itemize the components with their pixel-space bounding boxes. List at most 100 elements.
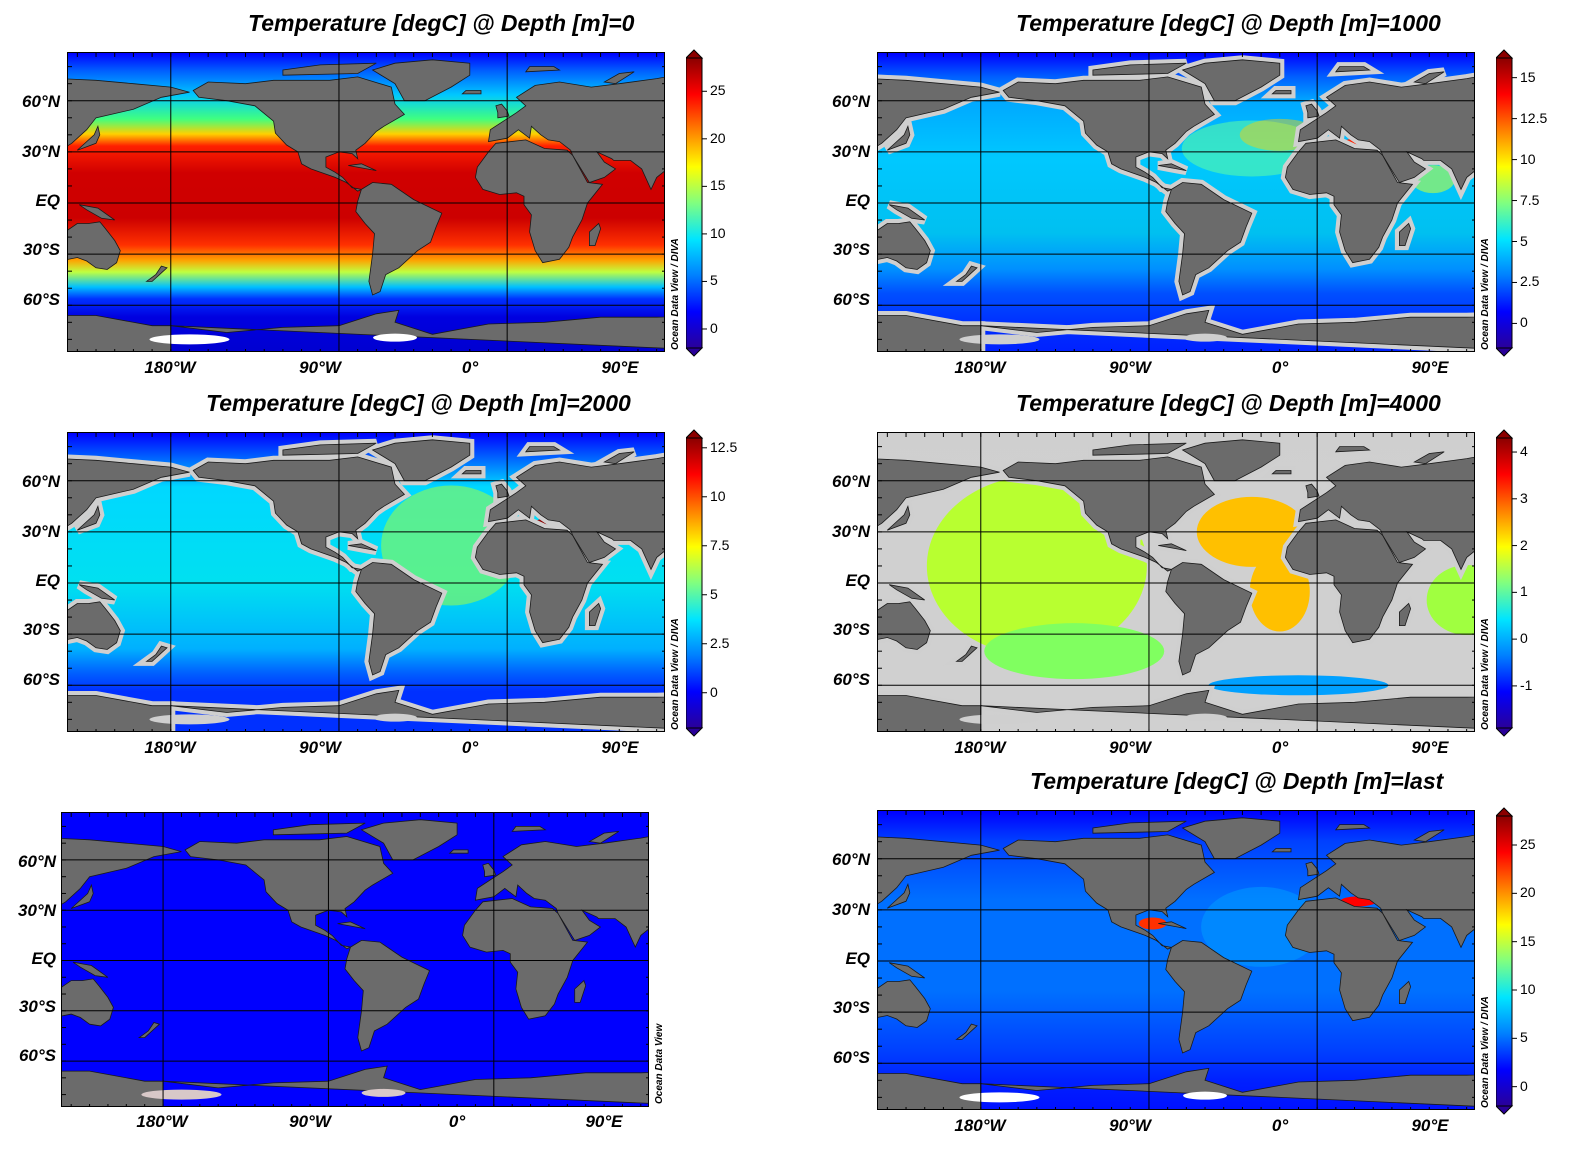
credit-text: Ocean Data View / DIVA [1480, 618, 1491, 730]
lat-label-60n: 60°N [832, 472, 870, 491]
map-area [67, 52, 665, 352]
lat-label-30s: 30°S [832, 240, 870, 259]
lat-label-30s: 30°S [18, 997, 56, 1016]
colorbar-tick-label: 5 [1520, 1029, 1528, 1046]
panel-title: Temperature [degC] @ Depth [m]=2000 [206, 390, 631, 416]
lat-label-30n: 30°N [832, 522, 870, 541]
credit-text: Ocean Data View [654, 1023, 665, 1104]
colorbar-tick-label: 5 [710, 585, 718, 602]
colorbar-tick-label: 15 [710, 177, 726, 194]
credit-text: Ocean Data View / DIVA [1480, 238, 1491, 350]
map-area [877, 432, 1475, 732]
lat-label-eq: EQ [845, 571, 870, 590]
lat-label-60s: 60°S [832, 1048, 870, 1067]
panel-title: Temperature [degC] @ Depth [m]=1000 [1016, 10, 1441, 36]
lat-label-60n: 60°N [832, 850, 870, 869]
lat-label-60n: 60°N [832, 92, 870, 111]
colorbar-tick-label: 20 [710, 129, 726, 146]
colorbar-tick-label: 10 [1520, 981, 1536, 997]
lat-label-30s: 30°S [832, 998, 870, 1017]
lon-label-90e: 90°E [585, 1112, 623, 1131]
lat-label-eq: EQ [845, 949, 870, 968]
colorbar-tick-label: 20 [1520, 884, 1536, 901]
colorbar-tick-label: 4 [1520, 443, 1528, 460]
colorbar-tick-label: 0 [1520, 630, 1528, 647]
lon-label-90w: 90°W [1109, 1116, 1151, 1135]
lat-label-eq: EQ [35, 191, 60, 210]
lon-label-0: 0° [461, 358, 479, 377]
lon-label-90e: 90°E [601, 358, 639, 377]
map-area [877, 52, 1475, 352]
colorbar-tick-label: 2 [1520, 536, 1528, 553]
map-area [67, 432, 665, 732]
lon-label-90e: 90°E [1411, 1116, 1449, 1135]
lon-label-180w: 180°W [144, 738, 196, 757]
lon-label-90w: 90°W [1109, 738, 1151, 757]
lon-label-90w: 90°W [299, 358, 341, 377]
colorbar-tick-label: 1 [1520, 583, 1528, 600]
lon-label-180w: 180°W [954, 738, 1006, 757]
lon-label-90e: 90°E [601, 738, 639, 757]
credit-text: Ocean Data View / DIVA [670, 238, 681, 350]
lat-label-30n: 30°N [22, 522, 60, 541]
lon-label-0: 0° [1271, 358, 1289, 377]
colorbar-tick-label: 0 [1520, 1077, 1528, 1094]
credit-text: Ocean Data View / DIVA [670, 618, 681, 730]
lat-label-60n: 60°N [18, 852, 56, 871]
colorbar-tick-label: 7.5 [1520, 191, 1540, 208]
colorbar-tick-label: 10 [710, 487, 726, 504]
lon-label-90w: 90°W [289, 1112, 331, 1131]
panel-title: Temperature [degC] @ Depth [m]=last [1030, 768, 1444, 794]
lon-label-0: 0° [1271, 738, 1289, 757]
credit-text: Ocean Data View / DIVA [1480, 996, 1491, 1108]
lat-label-60s: 60°S [832, 290, 870, 309]
colorbar-tick-label: 2.5 [1520, 273, 1540, 290]
lon-label-0: 0° [461, 738, 479, 757]
lon-label-90e: 90°E [1411, 358, 1449, 377]
map-area [877, 810, 1475, 1110]
lon-label-0: 0° [448, 1112, 466, 1131]
colorbar-tick-label: 15 [1520, 932, 1536, 949]
lat-label-60n: 60°N [22, 472, 60, 491]
lat-label-eq: EQ [31, 949, 56, 968]
colorbar-tick-label: 0 [710, 319, 718, 336]
lat-label-30s: 30°S [22, 240, 60, 259]
lat-label-60s: 60°S [832, 670, 870, 689]
colorbar-tick-label: -1 [1520, 676, 1533, 693]
lat-label-30n: 30°N [832, 900, 870, 919]
colorbar-tick-label: 7.5 [710, 536, 730, 553]
colorbar-tick-label: 5 [1520, 232, 1528, 249]
colorbar: 25 20 15 10 5 0 [1496, 806, 1556, 1116]
lat-label-30n: 30°N [832, 142, 870, 161]
lat-label-30n: 30°N [18, 901, 56, 920]
colorbar-tick-label: 0 [710, 683, 718, 700]
lon-label-180w: 180°W [954, 358, 1006, 377]
lon-label-0: 0° [1271, 1116, 1289, 1135]
lat-label-60s: 60°S [22, 670, 60, 689]
colorbar-tick-label: 25 [710, 82, 726, 99]
lat-label-eq: EQ [845, 191, 870, 210]
lon-label-180w: 180°W [136, 1112, 188, 1131]
lon-label-90e: 90°E [1411, 738, 1449, 757]
colorbar: 25 20 15 10 5 0 [686, 48, 746, 358]
lat-label-30s: 30°S [22, 620, 60, 639]
lat-label-60n: 60°N [22, 92, 60, 111]
colorbar-tick-label: 2.5 [710, 634, 730, 651]
panel-title: Temperature [degC] @ Depth [m]=4000 [1016, 390, 1441, 416]
lat-label-60s: 60°S [22, 290, 60, 309]
colorbar-tick-label: 10 [710, 224, 726, 241]
lon-label-90w: 90°W [1109, 358, 1151, 377]
colorbar: 4 3 2 1 0 -1 [1496, 428, 1556, 738]
colorbar-tick-label: 12.5 [1520, 109, 1548, 126]
panel-title: Temperature [degC] @ Depth [m]=0 [248, 10, 635, 36]
colorbar-tick-label: 12.5 [710, 438, 738, 455]
map-area [61, 812, 649, 1107]
lat-label-30n: 30°N [22, 142, 60, 161]
colorbar-tick-label: 15 [1520, 68, 1536, 85]
lat-label-eq: EQ [35, 571, 60, 590]
colorbar: 15 12.5 10 7.5 5 2.5 0 [1496, 48, 1556, 358]
lon-label-180w: 180°W [144, 358, 196, 377]
colorbar-tick-label: 3 [1520, 489, 1528, 506]
colorbar-tick-label: 25 [1520, 836, 1536, 852]
lon-label-90w: 90°W [299, 738, 341, 757]
